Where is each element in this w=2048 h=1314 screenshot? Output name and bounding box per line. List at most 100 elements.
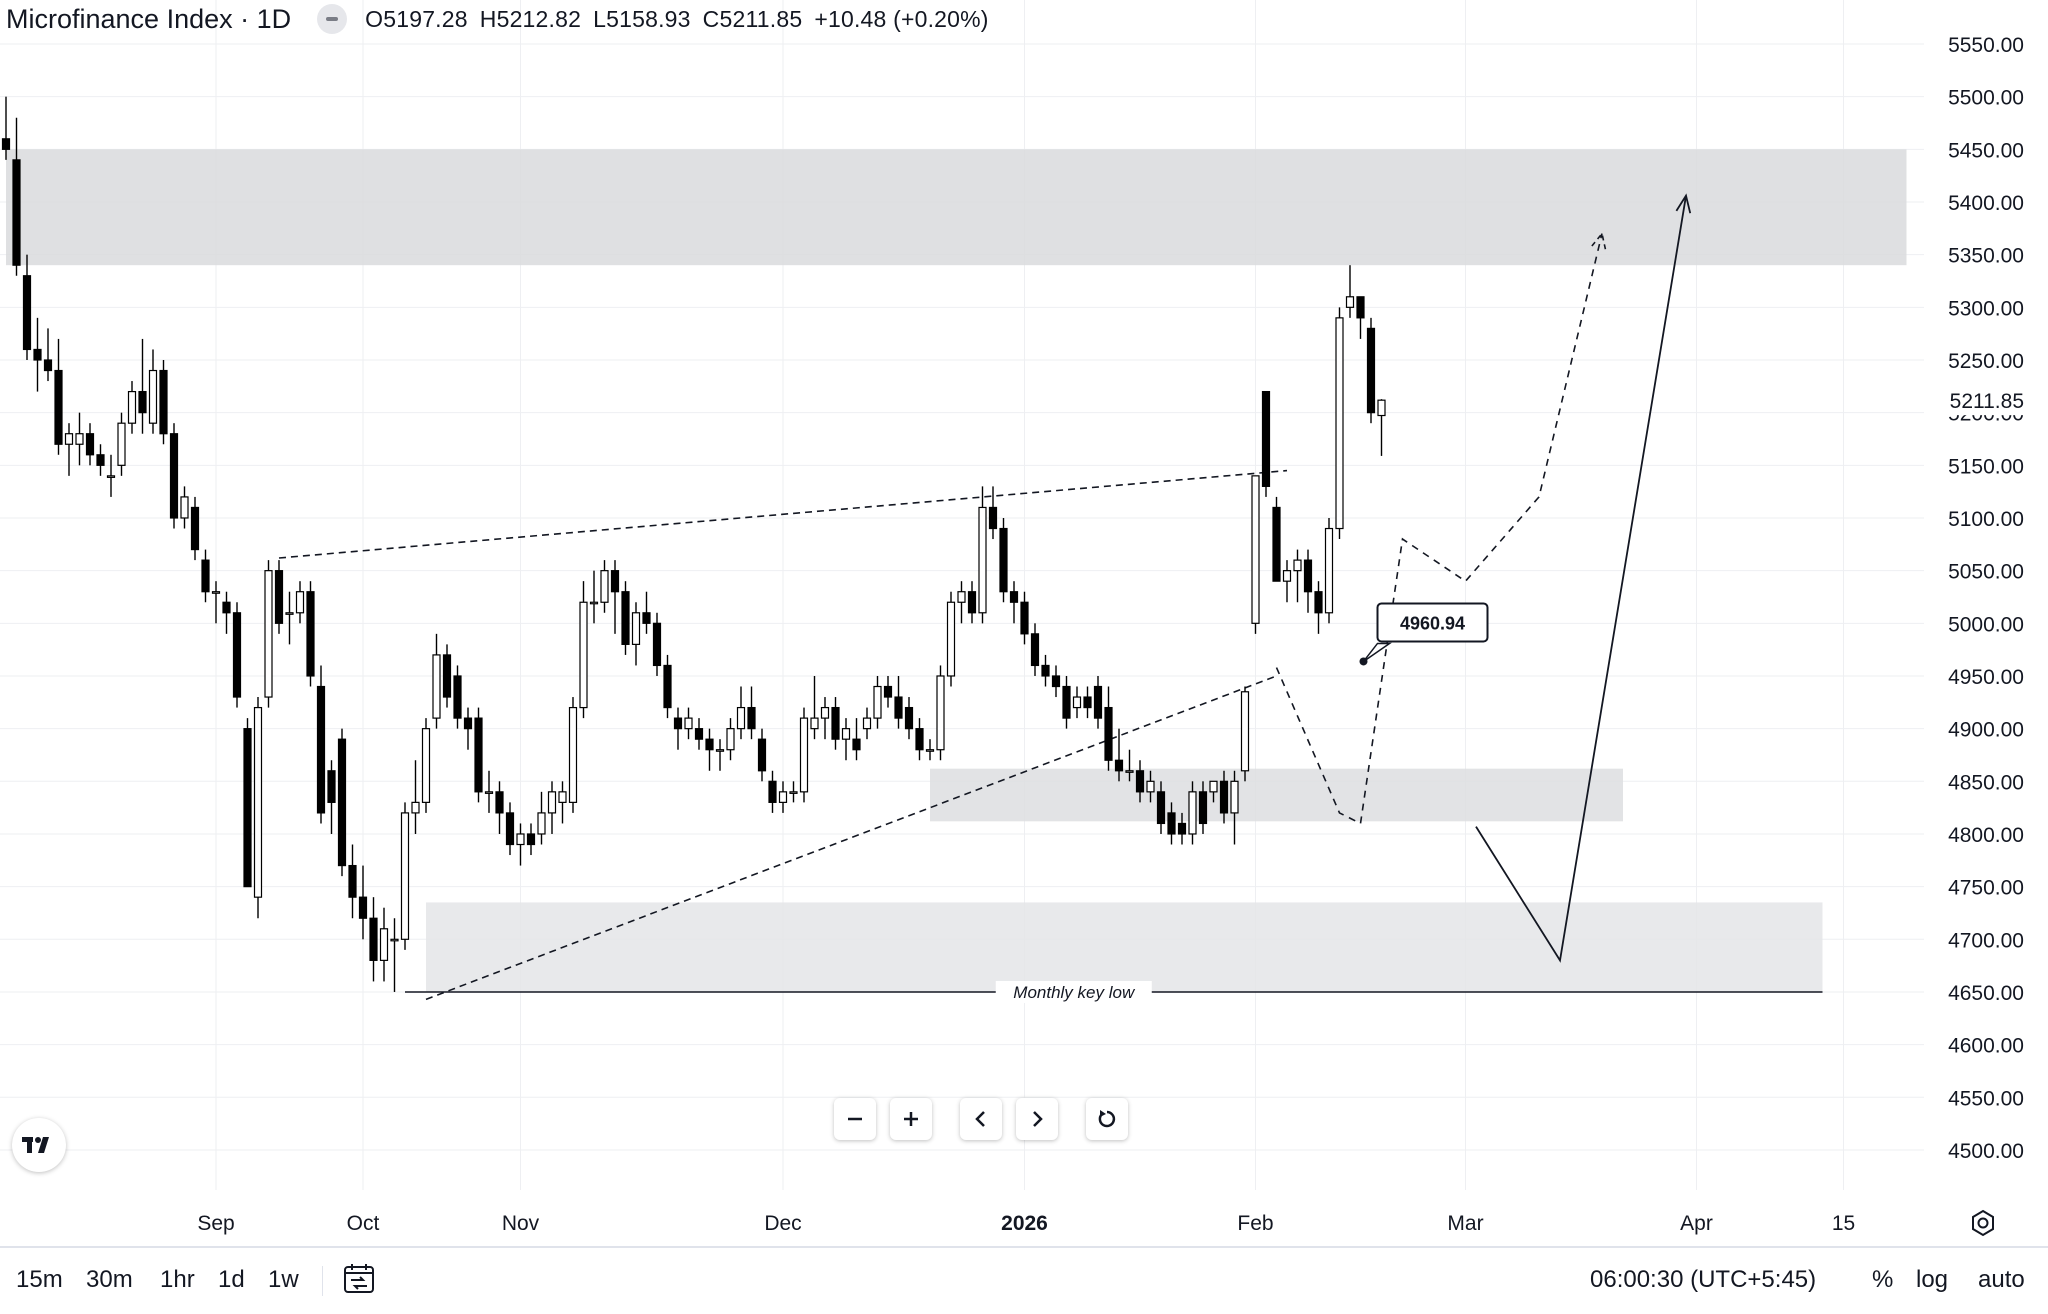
candle-down (442, 654, 452, 698)
log-scale-toggle[interactable]: log (1916, 1266, 1949, 1293)
candle-down (1366, 327, 1376, 414)
candle-up (253, 706, 263, 898)
candle-down (1156, 791, 1166, 825)
candle-down (1314, 591, 1323, 614)
candle-up (106, 475, 116, 478)
y-axis-label: 5250.00 (1948, 350, 2024, 373)
high-value: 5212.82 (496, 5, 582, 32)
candle-down (243, 728, 252, 888)
candle-up (820, 706, 830, 719)
date-range-icon[interactable] (342, 1262, 376, 1296)
candle-down (169, 433, 179, 519)
candle-down (33, 348, 42, 361)
open-value: 5197.28 (383, 5, 468, 32)
percent-scale-toggle[interactable]: % (1872, 1266, 1894, 1293)
candle-up (589, 601, 599, 605)
scroll-right-button[interactable] (1016, 1098, 1058, 1140)
y-axis-label: 4650.00 (1948, 982, 2024, 1005)
candle-up (180, 496, 189, 519)
interval-15m[interactable]: 15m (16, 1266, 63, 1293)
candle-down (652, 622, 662, 667)
scroll-left-button[interactable] (960, 1098, 1002, 1140)
interval-1w[interactable]: 1w (268, 1266, 299, 1293)
x-axis-label: Dec (764, 1212, 801, 1235)
zoom-out-button[interactable] (834, 1098, 876, 1140)
price-chart[interactable]: Monthly key low 4960.94 5550.00 5500.00 5450… (0, 0, 2048, 1246)
candle-up (1282, 570, 1292, 582)
candle-up (789, 791, 798, 794)
y-axis-label: 5150.00 (1948, 455, 2024, 478)
candle-up (726, 728, 735, 751)
candle-up (390, 938, 399, 942)
candle-down (883, 685, 893, 698)
candle-up (799, 717, 809, 793)
candle-up (285, 612, 294, 615)
candle-up (978, 506, 987, 614)
candle-up (600, 570, 609, 603)
interval-1d[interactable]: 1d (218, 1266, 245, 1293)
reset-chart-button[interactable] (1086, 1098, 1128, 1140)
candle-up (810, 717, 819, 730)
candle-up (873, 685, 882, 719)
candle-down (1114, 759, 1124, 772)
callout-box (1376, 602, 1489, 643)
interval-30m[interactable]: 30m (86, 1266, 133, 1293)
collapse-legend-button[interactable] (317, 4, 348, 34)
candle-down (999, 527, 1008, 593)
candle-up (432, 654, 441, 719)
high-label: H (479, 5, 497, 32)
plus-icon (904, 1112, 918, 1126)
last-price-label: 5211.85 (1950, 390, 2024, 413)
reset-icon (1098, 1110, 1116, 1128)
settings-icon[interactable] (1968, 1208, 1998, 1238)
candle-down (358, 896, 368, 919)
candle-down (337, 738, 347, 867)
candle-down (1009, 591, 1019, 603)
x-axis-label: Feb (1237, 1212, 1273, 1235)
y-axis-label: 5550.00 (1948, 34, 2024, 57)
candle-down (1041, 664, 1050, 677)
candle-down (1177, 822, 1187, 835)
candle-down (348, 864, 357, 898)
tradingview-logo-icon (22, 1137, 49, 1153)
candle-down (1261, 390, 1271, 487)
zoom-in-button[interactable] (890, 1098, 932, 1140)
candle-down (1020, 601, 1029, 635)
price-zone (930, 768, 1623, 822)
candle-up (295, 591, 305, 614)
candle-down (1104, 706, 1113, 761)
y-axis-label: 5400.00 (1948, 192, 2024, 215)
symbol-title[interactable]: Microfinance Index · 1D (6, 3, 292, 34)
candle-down (1198, 791, 1208, 825)
candle-down (1356, 296, 1365, 319)
time-zone-clock[interactable]: 06:00:30 (UTC+5:45) (1590, 1266, 1817, 1293)
auto-scale-toggle[interactable]: auto (1978, 1266, 2025, 1293)
y-axis-label: 4550.00 (1948, 1087, 2024, 1110)
candle-up (841, 728, 851, 740)
price-zone (6, 149, 1907, 266)
candle-up (400, 812, 410, 940)
candle-down (1062, 685, 1071, 719)
candle-up (1146, 780, 1155, 793)
last-price-background (1934, 385, 2038, 416)
candle-up (264, 570, 273, 698)
candle-down (642, 612, 651, 624)
candle-down (232, 612, 242, 698)
tradingview-logo[interactable] (12, 1118, 66, 1172)
candle-down (12, 159, 21, 266)
open-label: O (365, 5, 384, 32)
interval-1hr[interactable]: 1hr (160, 1266, 195, 1293)
candle-up (957, 591, 966, 603)
candle-down (852, 738, 861, 751)
y-axis-label: 5000.00 (1948, 613, 2024, 636)
callout-pointer (1362, 642, 1392, 663)
candle-down (1167, 812, 1176, 835)
candle-down (610, 570, 620, 593)
candle-down (138, 390, 147, 414)
candle-up (127, 390, 137, 424)
candle-up (148, 369, 158, 424)
change-value: +10.48 (+0.20%) (814, 5, 989, 32)
candle-down (757, 738, 767, 772)
candle-down (831, 706, 840, 740)
candle-down (222, 601, 231, 614)
